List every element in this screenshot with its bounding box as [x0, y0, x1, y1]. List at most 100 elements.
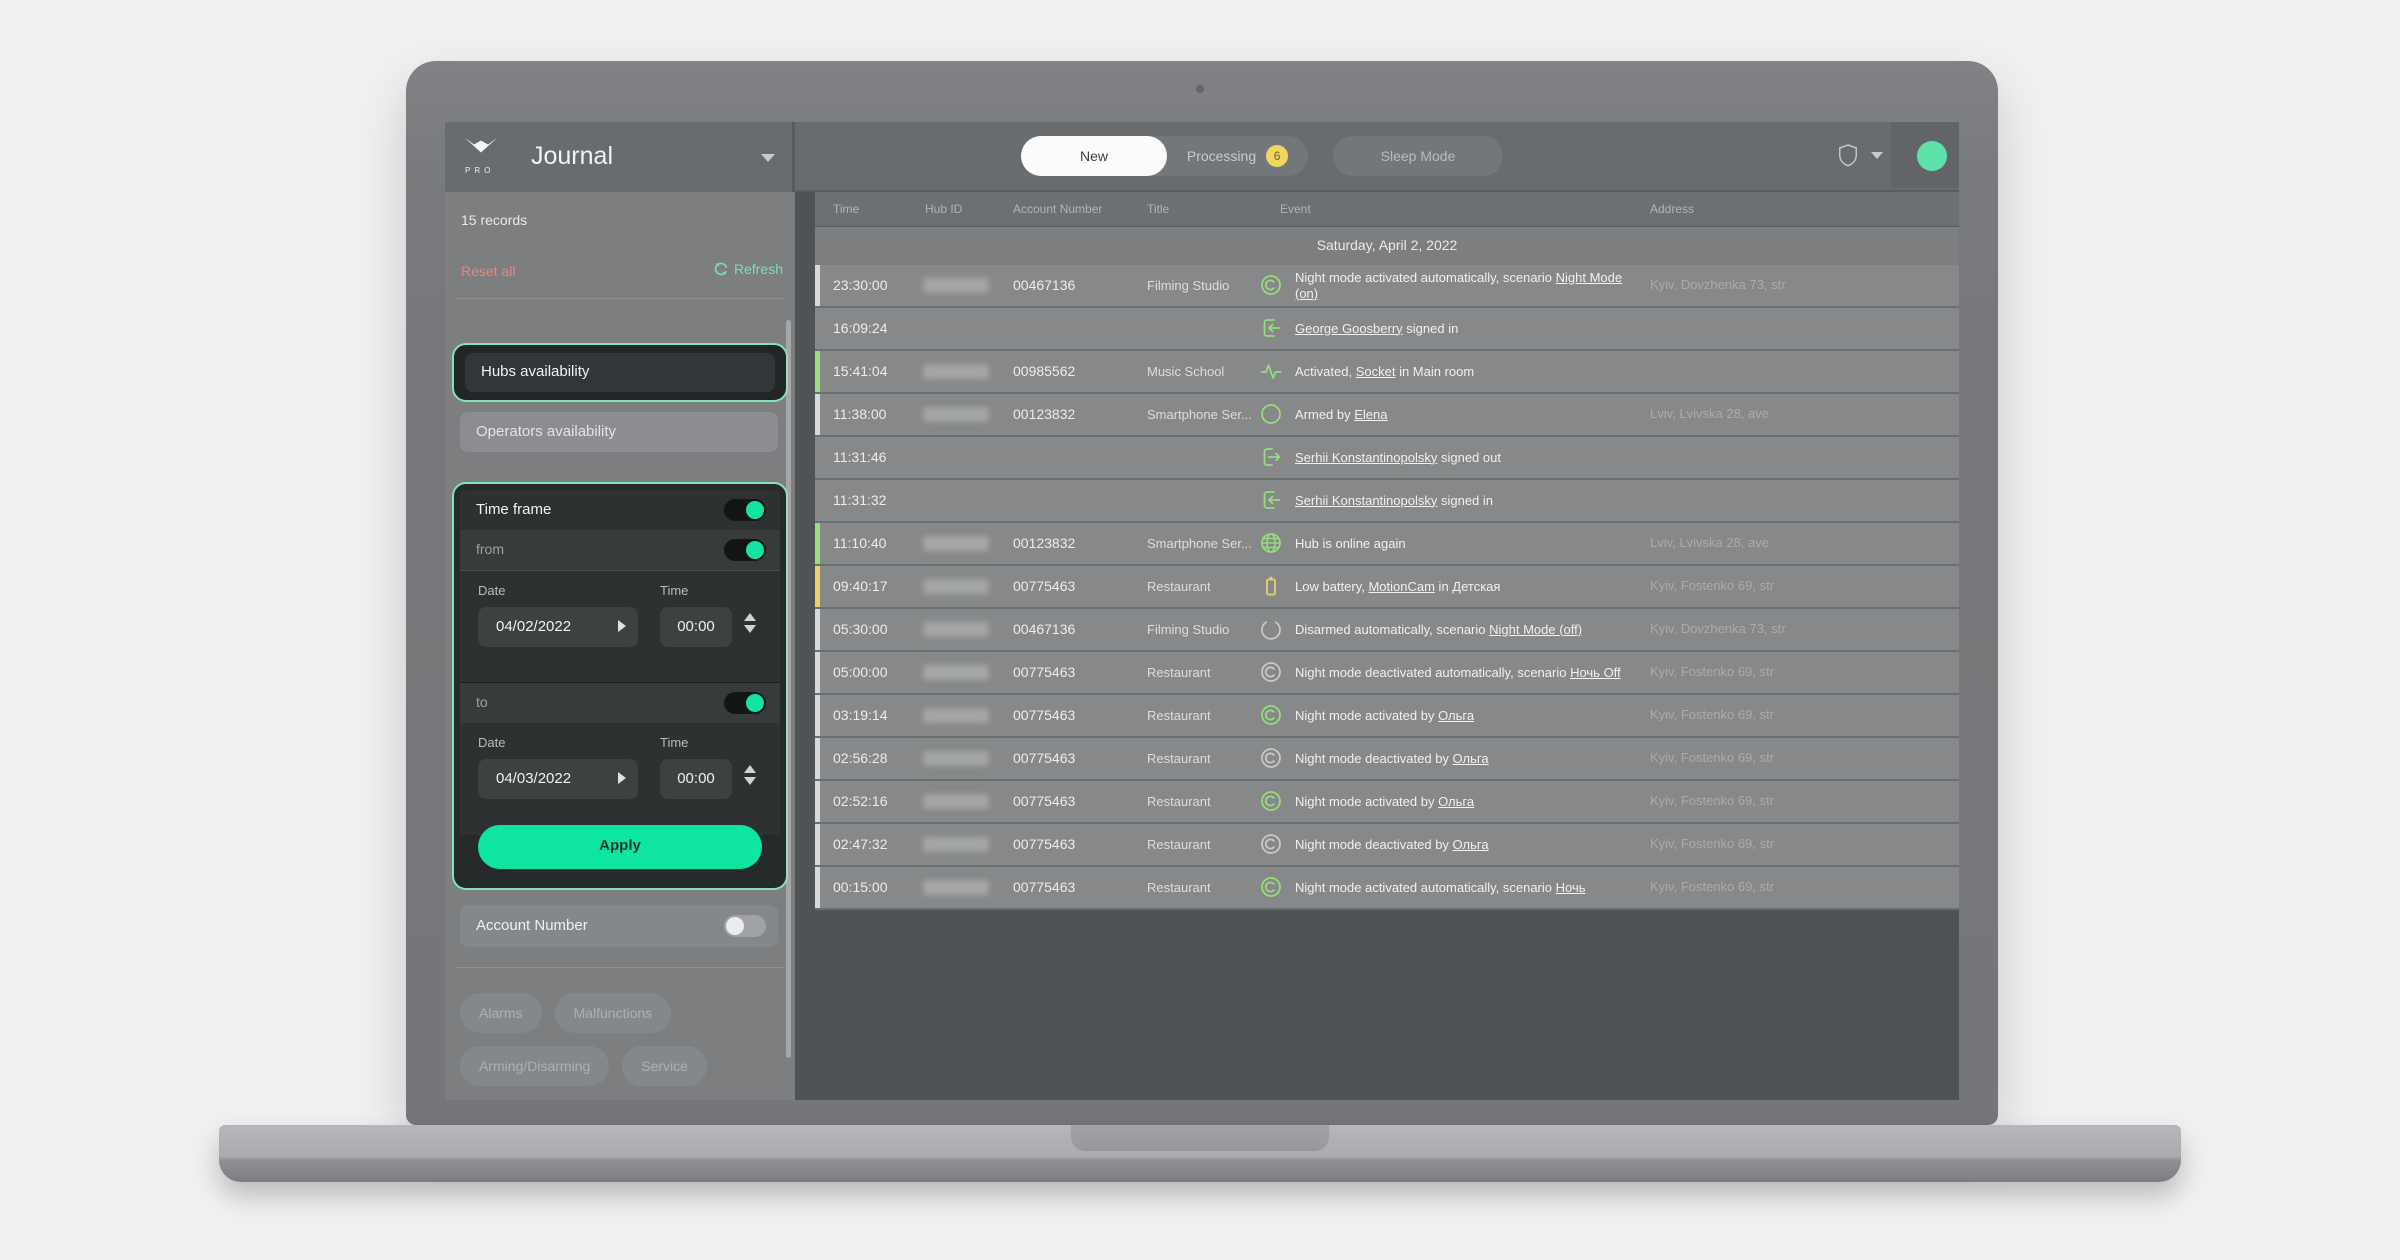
object-address: Kyiv, Dovzhenka 73, str — [1650, 621, 1786, 636]
table-row[interactable]: 11:38:00 00123832 Smartphone Ser... Armed b… — [815, 394, 1959, 437]
object-address: Kyiv, Dovzhenka 73, str — [1650, 277, 1786, 292]
table-row[interactable]: 11:10:40 00123832 Smartphone Ser... Hub is … — [815, 523, 1959, 566]
table-rows: 23:30:00 00467136 Filming Studio Night mode… — [815, 265, 1959, 910]
event-description: Serhii Konstantinopolsky signed in — [1295, 492, 1494, 508]
event-link[interactable]: Serhii Konstantinopolsky — [1295, 449, 1438, 465]
event-link[interactable]: Ольга — [1452, 836, 1489, 852]
from-date-field[interactable]: 04/02/2022 — [478, 607, 638, 647]
divider — [455, 967, 785, 968]
account-number: 00775463 — [1013, 578, 1076, 594]
event-link[interactable]: Night Mode (off) — [1489, 621, 1583, 637]
table-row[interactable]: 09:40:17 00775463 Restaurant Low battery, M… — [815, 566, 1959, 609]
event-description: Hub is online again — [1295, 535, 1406, 551]
table-row[interactable]: 11:31:32 Serhii Konstantinopolsky signed … — [815, 480, 1959, 523]
table-row[interactable]: 16:09:24 George Goosberry signed in — [815, 308, 1959, 351]
tab-processing[interactable]: Processing 6 — [1167, 136, 1308, 176]
hubs-availability-button[interactable]: Hubs availability — [465, 353, 775, 392]
from-time-field[interactable]: 00:00 — [660, 607, 732, 647]
hub-id-redacted — [923, 837, 989, 852]
to-time-field[interactable]: 00:00 — [660, 759, 732, 799]
night-on-icon — [1259, 273, 1283, 297]
chevron-down-icon[interactable] — [761, 154, 775, 162]
table-row[interactable]: 02:56:28 00775463 Restaurant Night mode dea… — [815, 738, 1959, 781]
table-row[interactable]: 11:31:46 Serhii Konstantinopolsky signed … — [815, 437, 1959, 480]
hub-id-redacted — [923, 278, 989, 293]
tab-group: New Processing 6 — [1021, 136, 1308, 176]
tab-new[interactable]: New — [1021, 136, 1167, 176]
time-frame-panel: Time frame from Date Time 04/02/2022 00:… — [452, 482, 788, 890]
tab-sleep-mode[interactable]: Sleep Mode — [1333, 136, 1503, 176]
chip-service[interactable]: Service — [622, 1046, 707, 1086]
event-link[interactable]: MotionCam — [1368, 578, 1435, 594]
night-on-icon — [1259, 703, 1283, 727]
account-number-toggle[interactable] — [724, 915, 766, 937]
battery-icon — [1259, 574, 1283, 598]
records-count: 15 records — [461, 212, 528, 228]
table-row[interactable]: 05:00:00 00775463 Restaurant Night mode dea… — [815, 652, 1959, 695]
object-title: Restaurant — [1147, 665, 1211, 680]
chip-alarms[interactable]: Alarms — [460, 993, 542, 1033]
event-link[interactable]: Serhii Konstantinopolsky — [1295, 492, 1438, 508]
divider — [455, 298, 785, 299]
operator-status-avatar[interactable] — [1917, 141, 1947, 171]
table-row[interactable]: 02:52:16 00775463 Restaurant Night mode act… — [815, 781, 1959, 824]
event-link[interactable]: Night Mode (on) — [1295, 269, 1623, 301]
object-title: Smartphone Ser... — [1147, 536, 1252, 551]
event-description: Night mode activated automatically, scen… — [1295, 269, 1623, 301]
signout-icon — [1259, 445, 1283, 469]
event-link[interactable]: Ольга — [1452, 750, 1489, 766]
account-number-filter[interactable]: Account Number — [460, 905, 778, 947]
event-description: Night mode activated by Ольга — [1295, 793, 1475, 809]
globe-icon — [1259, 531, 1283, 555]
event-link[interactable]: Ольга — [1438, 707, 1475, 723]
object-title: Restaurant — [1147, 794, 1211, 809]
event-type-chips: Alarms Malfunctions Arming/Disarming Servic… — [460, 993, 780, 1086]
to-toggle[interactable] — [724, 692, 766, 714]
severity-bar — [815, 351, 820, 392]
table-row[interactable]: 00:15:00 00775463 Restaurant Night mode act… — [815, 867, 1959, 910]
to-time-stepper[interactable] — [744, 765, 756, 785]
event-time: 02:56:28 — [833, 750, 888, 766]
from-time-stepper[interactable] — [744, 613, 756, 633]
event-link[interactable]: Ночь — [1555, 879, 1586, 895]
event-link[interactable]: George Goosberry — [1295, 320, 1403, 336]
time-frame-header-row: Time frame — [460, 490, 780, 530]
time-frame-toggle[interactable] — [724, 499, 766, 521]
night-off-icon — [1259, 746, 1283, 770]
apply-button[interactable]: Apply — [478, 825, 762, 869]
to-date-field[interactable]: 04/03/2022 — [478, 759, 638, 799]
shield-icon[interactable] — [1837, 143, 1859, 174]
table-row[interactable]: 23:30:00 00467136 Filming Studio Night mode… — [815, 265, 1959, 308]
disarmed-icon — [1259, 617, 1283, 641]
from-date-time-block: Date Time 04/02/2022 00:00 — [460, 571, 780, 683]
to-date-time-block: Date Time 04/03/2022 00:00 — [460, 723, 780, 835]
laptop-base — [219, 1125, 2181, 1182]
table-row[interactable]: 02:47:32 00775463 Restaurant Night mode dea… — [815, 824, 1959, 867]
operators-availability-button[interactable]: Operators availability — [460, 412, 778, 452]
from-toggle[interactable] — [724, 539, 766, 561]
severity-bar — [815, 609, 820, 650]
severity-bar — [815, 781, 820, 822]
sidebar-scrollbar[interactable] — [786, 320, 791, 1058]
chip-arming-disarming[interactable]: Arming/Disarming — [460, 1046, 610, 1086]
object-address: Kyiv, Fostenko 69, str — [1650, 707, 1775, 722]
table-row[interactable]: 15:41:04 00985562 Music School Activated, S… — [815, 351, 1959, 394]
object-title: Restaurant — [1147, 880, 1211, 895]
table-row[interactable]: 03:19:14 00775463 Restaurant Night mode act… — [815, 695, 1959, 738]
reset-all-button[interactable]: Reset all — [461, 263, 516, 279]
event-link[interactable]: Ольга — [1438, 793, 1475, 809]
event-description: George Goosberry signed in — [1295, 320, 1459, 336]
event-link[interactable]: Socket — [1355, 363, 1396, 379]
event-link[interactable]: Elena — [1354, 406, 1388, 422]
table-row[interactable]: 05:30:00 00467136 Filming Studio Disarmed a… — [815, 609, 1959, 652]
signin-icon — [1259, 316, 1283, 340]
event-link[interactable]: Ночь Off — [1570, 664, 1621, 680]
event-description: Serhii Konstantinopolsky signed out — [1295, 449, 1501, 465]
hub-id-redacted — [923, 622, 989, 637]
table-column-headers: Time Hub ID Account Number Title Event Addres… — [815, 192, 1959, 227]
chevron-down-icon[interactable] — [1871, 152, 1883, 159]
event-time: 05:00:00 — [833, 664, 888, 680]
refresh-button[interactable]: Refresh — [713, 261, 783, 277]
chip-malfunctions[interactable]: Malfunctions — [554, 993, 672, 1033]
object-address: Kyiv, Fostenko 69, str — [1650, 879, 1775, 894]
